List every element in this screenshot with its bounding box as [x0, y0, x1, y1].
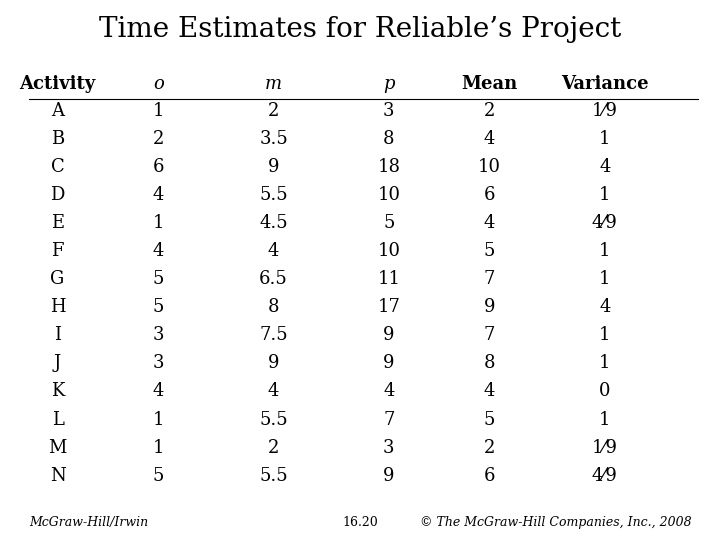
Text: 1: 1 [153, 214, 164, 232]
Text: 1: 1 [599, 326, 611, 345]
Text: 6: 6 [484, 186, 495, 204]
Text: 8: 8 [484, 354, 495, 373]
Text: 2: 2 [268, 438, 279, 457]
Text: Mean: Mean [462, 75, 518, 93]
Text: M: M [48, 438, 67, 457]
Text: 1: 1 [599, 186, 611, 204]
Text: K: K [51, 382, 64, 401]
Text: 3.5: 3.5 [259, 130, 288, 148]
Text: 18: 18 [377, 158, 400, 176]
Text: 1: 1 [153, 410, 164, 429]
Text: 7.5: 7.5 [259, 326, 288, 345]
Text: 5: 5 [484, 242, 495, 260]
Text: 4: 4 [484, 214, 495, 232]
Text: B: B [51, 130, 64, 148]
Text: 17: 17 [377, 298, 400, 316]
Text: C: C [50, 158, 65, 176]
Text: 2: 2 [153, 130, 164, 148]
Text: E: E [51, 214, 64, 232]
Text: 4: 4 [599, 158, 611, 176]
Text: 6: 6 [484, 467, 495, 485]
Text: 6.5: 6.5 [259, 270, 288, 288]
Text: © The McGraw-Hill Companies, Inc., 2008: © The McGraw-Hill Companies, Inc., 2008 [420, 516, 691, 529]
Text: 4⁄9: 4⁄9 [592, 467, 618, 485]
Text: 9: 9 [268, 354, 279, 373]
Text: 1: 1 [599, 270, 611, 288]
Text: 1⁄9: 1⁄9 [592, 102, 618, 120]
Text: 2: 2 [268, 102, 279, 120]
Text: D: D [50, 186, 65, 204]
Text: 10: 10 [377, 186, 400, 204]
Text: 3: 3 [383, 102, 395, 120]
Text: N: N [50, 467, 66, 485]
Text: 1: 1 [599, 410, 611, 429]
Text: 4.5: 4.5 [259, 214, 288, 232]
Text: 5: 5 [484, 410, 495, 429]
Text: 2: 2 [484, 102, 495, 120]
Text: 7: 7 [484, 270, 495, 288]
Text: 4: 4 [383, 382, 395, 401]
Text: 1⁄9: 1⁄9 [592, 438, 618, 457]
Text: 16.20: 16.20 [342, 516, 378, 529]
Text: 4: 4 [268, 242, 279, 260]
Text: 9: 9 [383, 467, 395, 485]
Text: 11: 11 [377, 270, 400, 288]
Text: 3: 3 [383, 438, 395, 457]
Text: 8: 8 [383, 130, 395, 148]
Text: 1: 1 [599, 242, 611, 260]
Text: Activity: Activity [19, 75, 96, 93]
Text: p: p [383, 75, 395, 93]
Text: 4: 4 [599, 298, 611, 316]
Text: 1: 1 [599, 354, 611, 373]
Text: 1: 1 [599, 130, 611, 148]
Text: G: G [50, 270, 65, 288]
Text: 9: 9 [383, 326, 395, 345]
Text: A: A [51, 102, 64, 120]
Text: 5.5: 5.5 [259, 186, 288, 204]
Text: 3: 3 [153, 326, 164, 345]
Text: 4: 4 [484, 130, 495, 148]
Text: 5.5: 5.5 [259, 467, 288, 485]
Text: F: F [51, 242, 64, 260]
Text: 8: 8 [268, 298, 279, 316]
Text: 4: 4 [153, 186, 164, 204]
Text: 6: 6 [153, 158, 164, 176]
Text: 5: 5 [153, 467, 164, 485]
Text: 2: 2 [484, 438, 495, 457]
Text: 9: 9 [383, 354, 395, 373]
Text: 4: 4 [153, 382, 164, 401]
Text: I: I [54, 326, 61, 345]
Text: 1: 1 [153, 438, 164, 457]
Text: Variance: Variance [561, 75, 649, 93]
Text: J: J [54, 354, 61, 373]
Text: H: H [50, 298, 66, 316]
Text: 7: 7 [484, 326, 495, 345]
Text: 4⁄9: 4⁄9 [592, 214, 618, 232]
Text: L: L [52, 410, 63, 429]
Text: 1: 1 [153, 102, 164, 120]
Text: 5.5: 5.5 [259, 410, 288, 429]
Text: McGraw-Hill/Irwin: McGraw-Hill/Irwin [29, 516, 148, 529]
Text: 5: 5 [153, 298, 164, 316]
Text: 3: 3 [153, 354, 164, 373]
Text: 0: 0 [599, 382, 611, 401]
Text: o: o [153, 75, 164, 93]
Text: 9: 9 [268, 158, 279, 176]
Text: 10: 10 [478, 158, 501, 176]
Text: 5: 5 [153, 270, 164, 288]
Text: 10: 10 [377, 242, 400, 260]
Text: 4: 4 [484, 382, 495, 401]
Text: 4: 4 [268, 382, 279, 401]
Text: Time Estimates for Reliable’s Project: Time Estimates for Reliable’s Project [99, 16, 621, 43]
Text: m: m [265, 75, 282, 93]
Text: 9: 9 [484, 298, 495, 316]
Text: 7: 7 [383, 410, 395, 429]
Text: 4: 4 [153, 242, 164, 260]
Text: 5: 5 [383, 214, 395, 232]
